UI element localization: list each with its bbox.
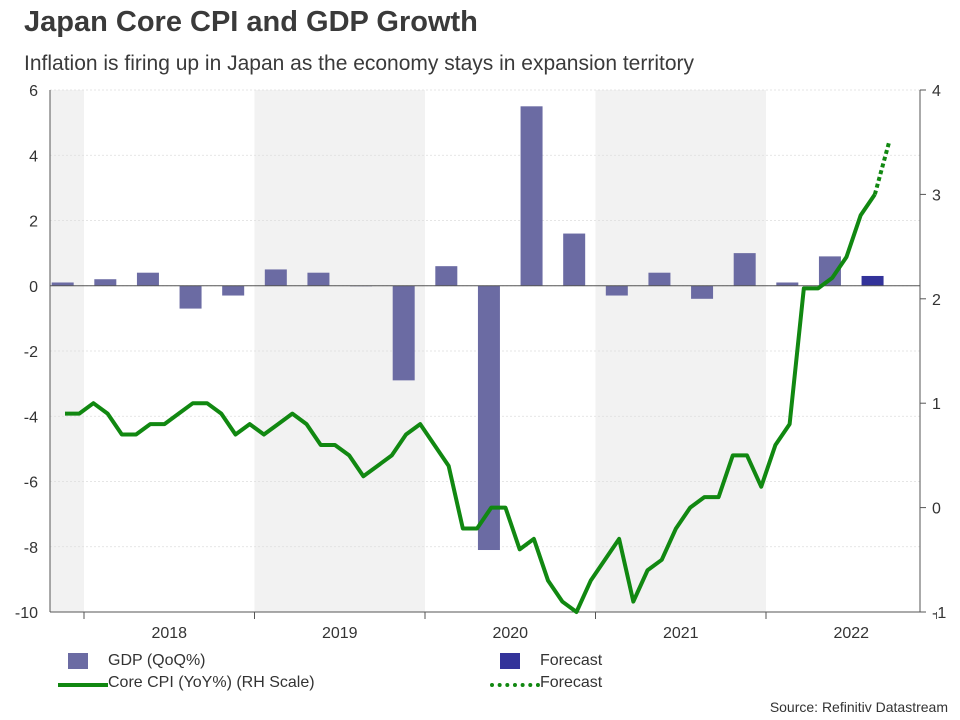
legend-cpi-forecast-swatch xyxy=(490,683,540,687)
left-tick-label: -4 xyxy=(24,409,38,426)
year-tick-label: 2021 xyxy=(663,625,699,642)
gdp-bar xyxy=(94,279,117,286)
right-tick-label: 3 xyxy=(932,187,941,204)
year-tick-label: 2019 xyxy=(322,625,358,642)
left-tick-label: -6 xyxy=(24,475,38,492)
legend-gdp-forecast-swatch xyxy=(500,653,520,669)
gdp-bar xyxy=(861,275,884,286)
right-tick-label: 4 xyxy=(932,83,941,100)
gdp-bar xyxy=(733,253,756,286)
gdp-bar xyxy=(392,285,415,381)
gdp-bar xyxy=(648,272,671,286)
shade-band-2021 xyxy=(595,90,766,612)
left-tick-label: 0 xyxy=(29,279,38,296)
legend-gdp-swatch xyxy=(68,653,88,669)
gdp-bar xyxy=(222,285,245,296)
cpi-line xyxy=(65,193,877,614)
gdp-bar xyxy=(691,285,714,299)
right-tick-label: -1 xyxy=(932,605,946,622)
left-tick-label: -8 xyxy=(24,540,38,557)
gdp-bar xyxy=(563,233,586,286)
year-tick-label: 2020 xyxy=(492,625,528,642)
gdp-bar xyxy=(477,285,500,551)
legend-cpi-swatch xyxy=(58,683,108,687)
legend-cpi-forecast-label: Forecast xyxy=(540,674,603,691)
cpi-forecast-line xyxy=(872,141,892,195)
right-tick-label: 0 xyxy=(932,501,941,518)
gdp-bar xyxy=(136,272,159,286)
year-tick-label: 2018 xyxy=(151,625,187,642)
left-tick-label: -2 xyxy=(24,344,38,361)
left-tick-label: 4 xyxy=(29,148,38,165)
gdp-bar xyxy=(264,269,287,286)
left-tick-label: -10 xyxy=(15,605,38,622)
gdp-bar xyxy=(179,285,202,309)
gdp-bar xyxy=(776,282,799,286)
left-tick-label: 6 xyxy=(29,83,38,100)
legend-cpi-label: Core CPI (YoY%) (RH Scale) xyxy=(108,674,315,691)
gdp-bar xyxy=(435,266,458,286)
chart-title: Japan Core CPI and GDP Growth xyxy=(24,6,478,38)
right-tick-label: 1 xyxy=(932,396,941,413)
source-note: Source: Refinitiv Datastream xyxy=(769,699,948,715)
year-tick-label: 2022 xyxy=(833,625,869,642)
left-tick-label: 2 xyxy=(29,214,38,231)
gdp-bar xyxy=(818,256,841,286)
gdp-bar xyxy=(51,282,74,286)
legend-gdp-label: GDP (QoQ%) xyxy=(108,652,206,669)
legend-gdp-forecast-label: Forecast xyxy=(540,652,603,669)
gdp-bar xyxy=(307,272,330,286)
chart-subtitle: Inflation is firing up in Japan as the e… xyxy=(24,52,695,75)
right-tick-label: 2 xyxy=(932,292,941,309)
gdp-bar xyxy=(520,106,543,286)
gdp-bar xyxy=(605,285,628,296)
